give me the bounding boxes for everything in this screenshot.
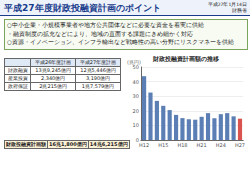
svg-text:H15: H15 — [158, 142, 168, 148]
html-text:○資源・イノベーション、インフラ輸出など戦略性の高い分野にリ: ○資源・イノベーション、インフラ輸出など戦略性の高い分野にリスクマネーを供給 — [7, 39, 234, 45]
html-text:平成27年1月14日: 平成27年1月14日 — [207, 2, 247, 7]
html-text:・融資制度の拡充などにより、地域の直面する課題にきめ細かく対: ・融資制度の拡充などにより、地域の直面する課題にきめ細かく対応 — [7, 30, 193, 37]
html-text:財政投融資計画額: 財政投融資計画額 — [6, 141, 46, 147]
svg-text:(兆円): (兆円) — [127, 58, 141, 65]
svg-text:H18: H18 — [177, 142, 187, 148]
html-text:13兆9,245億円: 13兆9,245億円 — [35, 67, 71, 73]
html-text:2,340億円: 2,340億円 — [41, 75, 66, 81]
html-text:平成27年度計画: 平成27年度計画 — [79, 59, 117, 65]
html-text:平成26年度計画: 平成26年度計画 — [35, 59, 72, 65]
svg-text:H21: H21 — [197, 142, 207, 148]
html-text:16兆1,800億円 14兆6,215億円: 16兆1,800億円 14兆6,215億円 — [49, 141, 128, 147]
svg-text:H24: H24 — [216, 142, 226, 148]
html-text:3,190億円: 3,190億円 — [85, 75, 111, 81]
html-text:平成27年度財政投融資計画のポイント: 平成27年度財政投融資計画のポイント — [4, 3, 161, 13]
svg-text:40: 40 — [133, 79, 139, 85]
svg-text:30: 30 — [133, 93, 139, 99]
html-text:財政融資: 財政融資 — [7, 67, 28, 73]
html-text:財務省: 財務省 — [232, 8, 247, 13]
svg-text:50: 50 — [133, 64, 139, 70]
svg-text:10: 10 — [133, 122, 139, 128]
html-text:政府保証: 政府保証 — [7, 83, 28, 89]
html-text:○中小企業・小規模事業者や地方公共団体などに必要な資金を着実: ○中小企業・小規模事業者や地方公共団体などに必要な資金を着実に供給 — [7, 22, 204, 28]
svg-text:H12: H12 — [139, 142, 149, 148]
svg-text:H27: H27 — [235, 142, 245, 148]
svg-text:20: 20 — [133, 108, 139, 114]
html-text:12兆5,446億円: 12兆5,446億円 — [80, 67, 116, 73]
svg-text:財政投融資計画額の推移: 財政投融資計画額の推移 — [152, 55, 219, 63]
html-text:2兆215億円: 2兆215億円 — [39, 83, 67, 89]
html-text:1兆7,579億円: 1兆7,579億円 — [81, 83, 115, 89]
svg-text:0: 0 — [135, 137, 139, 143]
html-text:産業投資: 産業投資 — [7, 75, 28, 81]
